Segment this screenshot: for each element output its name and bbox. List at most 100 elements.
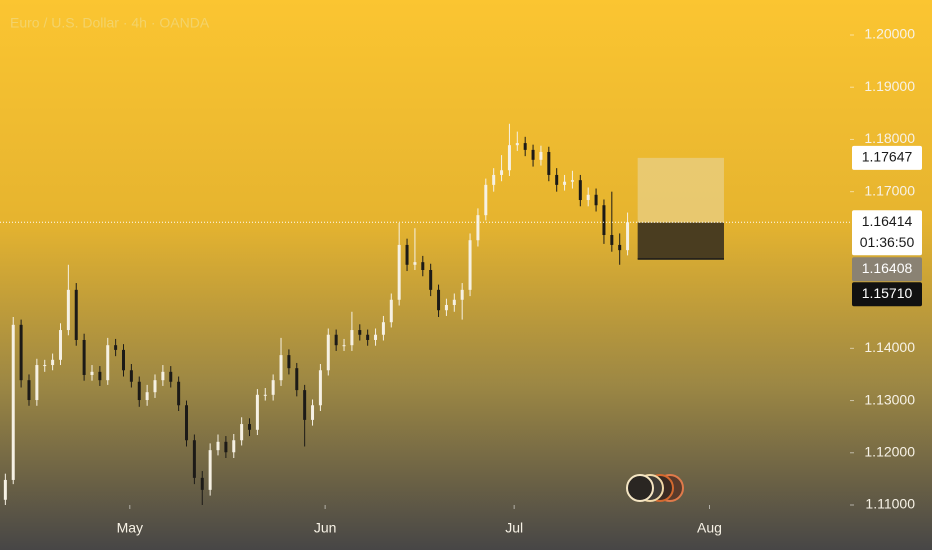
candle-body: [240, 424, 244, 441]
candle-body: [27, 380, 31, 401]
y-tick-label: 1.11000: [865, 496, 915, 512]
x-tick-label: Jun: [314, 520, 337, 536]
candle-body: [185, 405, 189, 441]
candle-body: [98, 371, 102, 381]
candle-body: [303, 390, 307, 420]
candle-body: [11, 324, 15, 480]
candle-body: [492, 174, 496, 185]
x-tick-label: May: [117, 520, 143, 536]
stop-label-box: [852, 282, 922, 307]
candle-body: [523, 143, 527, 150]
candle-body: [381, 322, 385, 335]
candle-body: [43, 365, 47, 367]
candle-body: [208, 450, 212, 490]
candle-body: [421, 262, 425, 270]
candle-body: [484, 184, 488, 216]
candle-body: [224, 441, 228, 453]
candle-body: [389, 299, 393, 323]
candle-body: [192, 440, 196, 478]
candle-body: [626, 222, 630, 251]
candle-body: [153, 380, 157, 393]
candle-body: [602, 205, 606, 236]
candle-body: [137, 381, 141, 401]
current-price-label: 1.16414: [862, 213, 913, 229]
candle-body: [594, 194, 598, 206]
candle-body: [374, 334, 378, 340]
candle-body: [570, 180, 574, 182]
candle-body: [586, 194, 590, 201]
candle-body: [366, 334, 370, 340]
y-tick-label: 1.13000: [864, 391, 915, 407]
x-tick-label: Jul: [505, 520, 523, 536]
candle-body: [3, 479, 7, 500]
candle-body: [452, 299, 456, 305]
candle-body: [318, 370, 322, 406]
candle-body: [35, 365, 39, 401]
candle-body: [263, 394, 267, 396]
candle-body: [232, 440, 236, 453]
candle-body: [350, 330, 354, 346]
stop-label: 1.15710: [862, 285, 913, 301]
candle-body: [547, 151, 551, 175]
candle-body: [255, 394, 259, 430]
candle-body: [287, 355, 291, 369]
candle-body: [248, 424, 252, 430]
candle-body: [51, 359, 55, 366]
candle-body: [610, 235, 614, 245]
candle-body: [114, 345, 118, 350]
profit-zone: [637, 157, 724, 223]
candle-body: [169, 371, 173, 382]
countdown: 01:36:50: [860, 234, 915, 250]
plot: 1.20000 1.19000 1.18000 1.17000 1.14000 1.130…: [0, 26, 922, 536]
y-tick-label: 1.19000: [864, 78, 915, 94]
candle-body: [342, 345, 346, 347]
candle-body: [397, 244, 401, 300]
candle-body: [618, 244, 622, 251]
candle-body: [129, 370, 133, 382]
loss-zone: [637, 222, 724, 260]
candle-body: [161, 371, 165, 381]
candle-body: [476, 215, 480, 241]
y-tick-label: 1.14000: [864, 339, 915, 355]
candle-body: [106, 345, 110, 381]
candle-body: [500, 170, 504, 175]
candle-body: [66, 289, 70, 331]
candle-body: [58, 330, 62, 360]
y-tick-label: 1.12000: [864, 443, 915, 459]
entry-label-box: [852, 257, 922, 282]
candle-body: [82, 339, 86, 375]
target-label: 1.17647: [862, 149, 913, 165]
x-tick-label: Aug: [697, 520, 722, 536]
candle-body: [515, 143, 519, 146]
candle-body: [326, 334, 330, 371]
candle-body: [405, 244, 409, 265]
y-tick-label: 1.18000: [864, 130, 915, 146]
candle-body: [563, 181, 567, 185]
candle-body: [539, 151, 543, 160]
candle-body: [555, 174, 559, 185]
candle-body: [507, 145, 511, 171]
candle-body: [121, 349, 125, 371]
candle-body: [334, 334, 338, 346]
candle-body: [19, 324, 23, 381]
y-tick-label: 1.17000: [864, 182, 915, 198]
candle-body: [460, 289, 464, 300]
candle-body: [358, 330, 362, 335]
candle-body: [145, 392, 149, 401]
candle-body: [200, 477, 204, 490]
candle-body: [444, 304, 448, 311]
candle-body: [295, 368, 299, 391]
candle-body: [311, 405, 315, 420]
candle-body: [531, 149, 535, 160]
candle-body: [271, 380, 275, 395]
chart-title: Euro / U.S. Dollar · 4h · OANDA: [10, 15, 210, 31]
avatars: [626, 474, 684, 502]
y-tick-label: 1.20000: [864, 26, 915, 42]
candle-body: [279, 355, 283, 381]
candle-body: [413, 262, 417, 265]
candle-body: [74, 289, 78, 340]
candle-body: [578, 180, 582, 201]
